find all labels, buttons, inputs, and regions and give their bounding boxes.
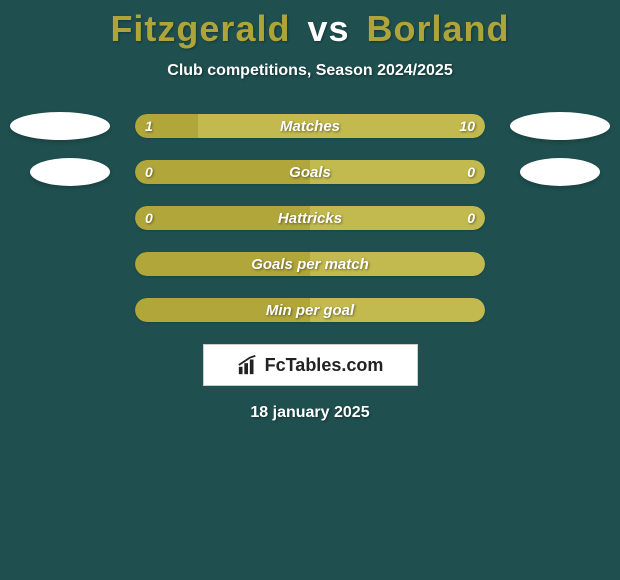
stat-row: 110Matches bbox=[135, 114, 485, 138]
right-player-oval-1 bbox=[510, 112, 610, 140]
stat-label: Goals per match bbox=[135, 252, 485, 276]
stat-row: 00Hattricks bbox=[135, 206, 485, 230]
stat-label: Goals bbox=[135, 160, 485, 184]
page-root: Fitzgerald vs Borland Club competitions,… bbox=[0, 0, 620, 580]
stat-label: Matches bbox=[135, 114, 485, 138]
subtitle: Club competitions, Season 2024/2025 bbox=[0, 62, 620, 80]
stat-row: Min per goal bbox=[135, 298, 485, 322]
title-right: Borland bbox=[367, 8, 510, 49]
stat-rows: 110Matches 00Goals 00Hattricks Goals per ma… bbox=[135, 114, 485, 322]
title-vs: vs bbox=[307, 8, 349, 49]
right-player-oval-2 bbox=[520, 158, 600, 186]
left-player-oval-1 bbox=[10, 112, 110, 140]
stat-row: Goals per match bbox=[135, 252, 485, 276]
date-line: 18 january 2025 bbox=[0, 404, 620, 422]
page-title: Fitzgerald vs Borland bbox=[0, 0, 620, 50]
stat-label: Hattricks bbox=[135, 206, 485, 230]
bar-chart-icon bbox=[237, 354, 259, 376]
left-player-oval-2 bbox=[30, 158, 110, 186]
stats-content: 110Matches 00Goals 00Hattricks Goals per ma… bbox=[0, 114, 620, 322]
stat-label: Min per goal bbox=[135, 298, 485, 322]
title-left: Fitzgerald bbox=[110, 8, 290, 49]
brand-text: FcTables.com bbox=[265, 355, 384, 376]
stat-row: 00Goals bbox=[135, 160, 485, 184]
brand-box[interactable]: FcTables.com bbox=[203, 344, 418, 386]
